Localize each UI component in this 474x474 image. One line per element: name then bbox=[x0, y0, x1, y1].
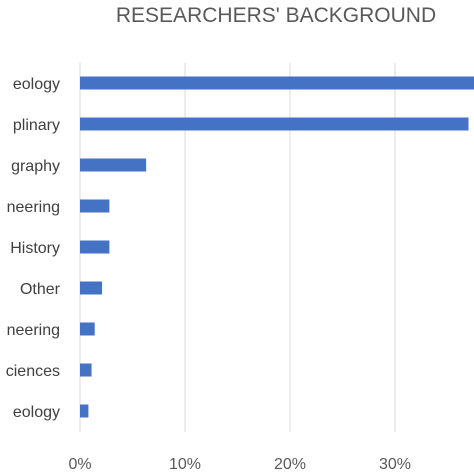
x-tick-label: 20% bbox=[274, 456, 306, 473]
bar bbox=[80, 322, 95, 336]
bar bbox=[80, 158, 147, 172]
category-label: graphy bbox=[11, 158, 60, 175]
bar bbox=[80, 117, 469, 131]
x-tick-label: 10% bbox=[169, 456, 201, 473]
category-label: eology bbox=[13, 76, 60, 93]
category-label: Other bbox=[20, 281, 61, 298]
category-label: neering bbox=[7, 322, 60, 339]
category-label: plinary bbox=[13, 117, 60, 134]
bars bbox=[80, 76, 474, 418]
bar bbox=[80, 281, 103, 295]
category-label: eology bbox=[13, 404, 60, 421]
bar bbox=[80, 199, 110, 213]
category-label: History bbox=[10, 240, 60, 257]
category-label: ciences bbox=[6, 363, 60, 380]
chart-title: RESEARCHERS' BACKGROUND bbox=[116, 4, 436, 27]
x-tick-label: 30% bbox=[379, 456, 411, 473]
bar bbox=[80, 404, 89, 418]
bar bbox=[80, 76, 474, 90]
bar bbox=[80, 240, 110, 254]
bar bbox=[80, 363, 92, 377]
x-tick-label: 0% bbox=[68, 456, 91, 473]
x-axis-tick-labels: 0% 10% 20% 30% bbox=[68, 456, 411, 473]
category-labels: eology plinary graphy neering History Other ne… bbox=[6, 76, 61, 421]
category-label: neering bbox=[7, 199, 60, 216]
